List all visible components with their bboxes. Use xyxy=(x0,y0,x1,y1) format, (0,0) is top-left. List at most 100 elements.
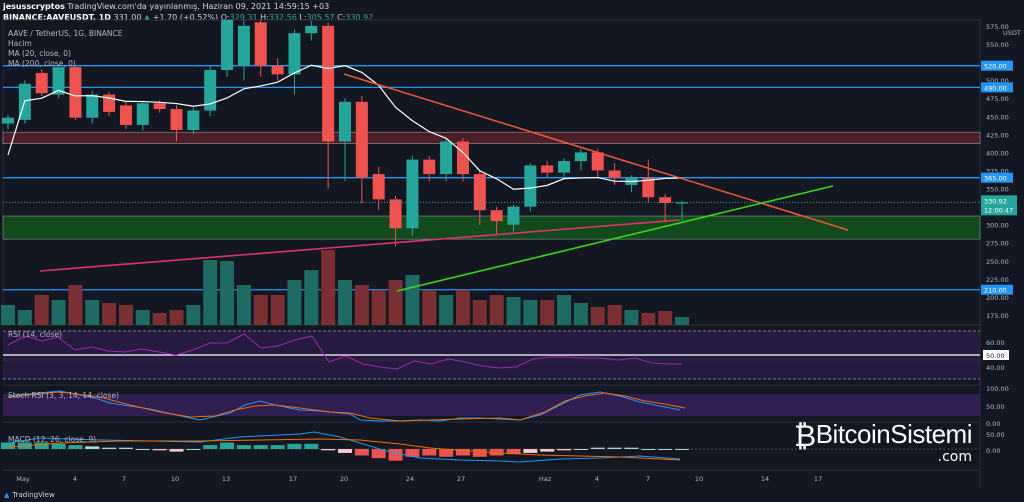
candle-body xyxy=(2,117,14,124)
macd-histogram-bar xyxy=(388,449,403,461)
volume-bar xyxy=(338,280,352,325)
candle-body xyxy=(642,177,655,198)
macd-histogram-bar xyxy=(540,449,555,452)
rsi-label-bg xyxy=(983,350,1009,360)
candle-body xyxy=(153,103,166,110)
stoch-tick: 50.00 xyxy=(986,403,1005,411)
candle-body xyxy=(204,70,217,111)
rsi-tick: 60.00 xyxy=(986,339,1005,347)
price-tick: 175.00 xyxy=(986,312,1009,320)
volume-bar xyxy=(152,313,167,325)
stoch-rsi-label: Stoch RSI (3, 3, 14, 14, close) xyxy=(8,391,119,400)
candle-body xyxy=(574,152,587,162)
volume-bar xyxy=(68,285,83,325)
watermark-text: BitcoinSistemi xyxy=(815,419,973,449)
price-tick: 450.00 xyxy=(986,113,1009,121)
rsi-line xyxy=(7,333,682,370)
chart-legend: AAVE / TetherUS, 1G, BINANCE Hacim MA (2… xyxy=(8,29,123,69)
tradingview-logo[interactable]: ▲ TradingView xyxy=(4,491,55,499)
macd-histogram-bar xyxy=(557,449,572,451)
level-label-bg xyxy=(981,172,1013,183)
signal-line xyxy=(7,438,681,461)
candle-body xyxy=(288,33,301,75)
ma20-line xyxy=(7,64,683,190)
macd-histogram-bar xyxy=(607,447,622,449)
volume-bar xyxy=(236,285,251,325)
author[interactable]: jesusscryptos xyxy=(3,2,65,11)
volume-bar xyxy=(169,310,184,325)
volume-bar xyxy=(51,300,66,325)
date-tick: 17 xyxy=(289,475,297,483)
date-tick: 13 xyxy=(222,475,230,483)
candle-body xyxy=(221,20,234,71)
macd-histogram-bar xyxy=(287,443,302,449)
price-tick: 550.00 xyxy=(986,41,1009,49)
candle-body xyxy=(541,165,554,173)
price-tick: 575.00 xyxy=(986,23,1009,31)
price-tick: 250.00 xyxy=(986,258,1009,266)
volume-bar xyxy=(557,295,572,325)
legend-ma20: MA (20, close, 0) xyxy=(8,49,72,58)
price-tick: 300.00 xyxy=(986,222,1009,230)
candle-body xyxy=(271,65,284,75)
macd-histogram-bar xyxy=(118,447,133,449)
stoch-d-line xyxy=(7,391,686,422)
date-tick: 24 xyxy=(406,475,414,483)
low: 305.57 xyxy=(306,13,335,22)
date-tick: 10 xyxy=(695,475,703,483)
date-tick: 7 xyxy=(122,475,126,483)
legend-ma200: MA (200, close, 0) xyxy=(8,59,76,68)
macd-histogram-bar xyxy=(34,442,49,449)
legend-title: AAVE / TetherUS, 1G, BINANCE xyxy=(8,29,123,38)
macd-histogram-bar xyxy=(85,446,100,449)
price-tick: 500.00 xyxy=(986,77,1009,85)
macd-histogram-bar xyxy=(405,449,420,457)
candle-body xyxy=(187,110,200,131)
high: 332.56 xyxy=(268,13,297,22)
price-tick: 425.00 xyxy=(986,131,1009,139)
candle-body xyxy=(558,161,571,173)
legend-volume: Hacim xyxy=(8,39,32,48)
volume-bar xyxy=(17,310,32,325)
volume-bar xyxy=(422,290,437,325)
close: 330.92 xyxy=(345,13,374,22)
price-tick: 350.00 xyxy=(986,186,1009,194)
volume-bar xyxy=(607,305,622,325)
volume-bar xyxy=(405,275,420,325)
candle-body xyxy=(389,199,402,229)
macd-histogram-bar xyxy=(253,445,268,449)
candle-body xyxy=(52,67,65,95)
up-arrow-icon: ▲ xyxy=(144,13,151,22)
h-label: H: xyxy=(260,13,269,22)
stoch-tick: 0.00 xyxy=(986,420,1000,428)
stoch-k-line xyxy=(7,390,681,422)
volume-bar xyxy=(321,250,336,325)
macd-histogram-bar xyxy=(169,449,184,452)
macd-histogram-bar xyxy=(489,449,504,456)
volume-bar xyxy=(641,313,656,325)
volume-bar xyxy=(270,295,285,325)
date-tick: Haz xyxy=(539,475,552,483)
volume-bar xyxy=(624,310,639,325)
level-label: 520.00 xyxy=(984,63,1007,71)
macd-histogram-bar xyxy=(68,445,83,449)
o-label: O: xyxy=(220,13,230,22)
bitcoinsistemi-watermark: ₿BitcoinSistemi .com xyxy=(794,419,973,464)
zone-red xyxy=(2,131,981,144)
macd-histogram-bar xyxy=(455,449,470,456)
macd-tick: 50.00 xyxy=(986,431,1005,439)
candle-body xyxy=(86,94,99,118)
volume-bar xyxy=(540,300,555,325)
macd-histogram-bar xyxy=(624,447,639,449)
candle-body xyxy=(676,202,688,204)
volume-bar xyxy=(186,305,201,325)
volume-bar xyxy=(34,295,49,325)
macd-histogram-bar xyxy=(236,445,251,449)
last-price-label: 330.92 xyxy=(984,197,1007,205)
open: 329.31 xyxy=(229,13,258,22)
price-tick: 275.00 xyxy=(986,240,1009,248)
volume-bar xyxy=(371,290,386,325)
candle-body xyxy=(524,165,537,207)
last-price: 331.00 xyxy=(113,13,142,22)
